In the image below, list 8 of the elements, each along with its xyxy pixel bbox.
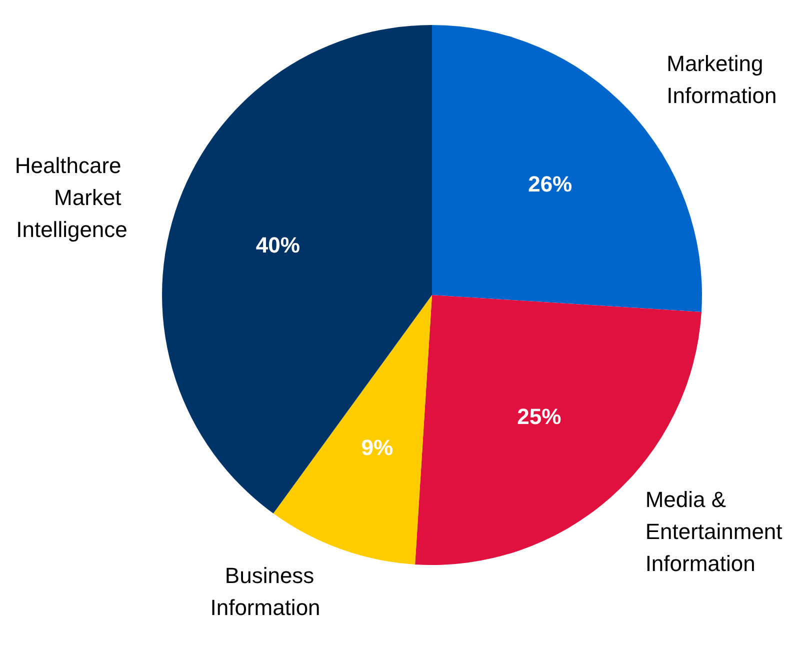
slice-label: Healthcare Market Intelligence [14, 153, 128, 242]
slice-label: Business Information [210, 562, 320, 620]
slice-label: Media & Entertainment Information [645, 486, 788, 576]
data-label: 26% [528, 172, 572, 197]
data-label: 25% [517, 404, 562, 430]
data-label: 40% [256, 232, 300, 258]
slice-label: Marketing Information [666, 50, 777, 108]
data-label: 9% [361, 434, 394, 460]
